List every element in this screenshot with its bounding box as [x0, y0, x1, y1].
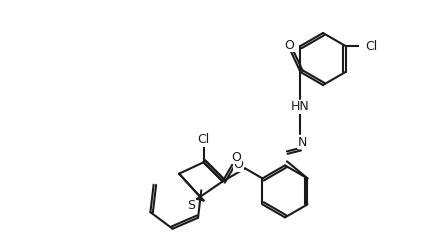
Text: S: S — [187, 199, 195, 212]
Text: N: N — [297, 136, 307, 148]
Text: Cl: Cl — [365, 40, 377, 52]
Text: O: O — [233, 158, 243, 171]
Text: O: O — [284, 39, 293, 52]
Text: HN: HN — [290, 101, 309, 113]
Text: Cl: Cl — [197, 133, 209, 146]
Text: O: O — [231, 150, 241, 164]
